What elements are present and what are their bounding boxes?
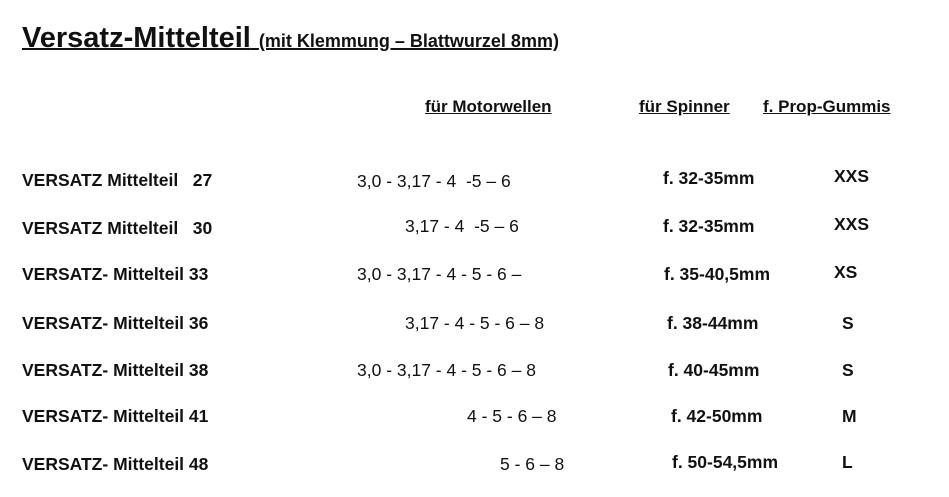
row-size: XXS [834, 166, 870, 186]
row-motor: 4 - 5 - 6 – 8 [467, 406, 557, 426]
page-title: Versatz-Mittelteil (mit Klemmung – Blatt… [22, 22, 559, 55]
row-spinner: f. 42-50mm [671, 406, 763, 426]
row-size: S [842, 360, 854, 380]
table-row: VERSATZ- Mittelteil 41 4 - 5 - 6 – 8 f. … [0, 406, 949, 436]
row-name: VERSATZ- Mittelteil 36 [22, 313, 209, 333]
row-name: VERSATZ- Mittelteil 33 [22, 264, 209, 284]
header-spinner: für Spinner [639, 97, 730, 116]
row-size: XS [834, 262, 858, 282]
row-motor: 3,0 - 3,17 - 4 - 5 - 6 – 8 [357, 360, 536, 380]
row-motor: 3,17 - 4 -5 – 6 [405, 216, 519, 236]
row-name: VERSATZ- Mittelteil 41 [22, 406, 209, 426]
row-spinner: f. 40-45mm [668, 360, 760, 380]
table-row: VERSATZ- Mittelteil 38 3,0 - 3,17 - 4 - … [0, 360, 949, 390]
header-prop: f. Prop-Gummis [763, 97, 891, 116]
row-size: M [842, 406, 857, 426]
table-row: VERSATZ- Mittelteil 33 3,0 - 3,17 - 4 - … [0, 262, 949, 294]
row-name: VERSATZ- Mittelteil 48 [22, 454, 209, 474]
row-motor: 5 - 6 – 8 [500, 454, 565, 474]
table-row: VERSATZ Mittelteil 30 3,17 - 4 -5 – 6 f.… [0, 214, 949, 248]
header-motor: für Motorwellen [425, 97, 552, 116]
row-spinner: f. 35-40,5mm [664, 264, 771, 284]
row-motor: 3,17 - 4 - 5 - 6 – 8 [405, 313, 545, 333]
row-name: VERSATZ Mittelteil 30 [22, 218, 213, 238]
table-row: VERSATZ Mittelteil 27 3,0 - 3,17 - 4 -5 … [0, 166, 949, 200]
row-size: S [842, 313, 854, 333]
table-row: VERSATZ- Mittelteil 36 3,17 - 4 - 5 - 6 … [0, 313, 949, 343]
row-size: L [842, 452, 853, 472]
row-motor: 3,0 - 3,17 - 4 - 5 - 6 – [357, 264, 522, 284]
table-row: VERSATZ- Mittelteil 48 5 - 6 – 8 f. 50-5… [0, 452, 949, 484]
title-text: Versatz-Mittelteil [22, 22, 251, 54]
subtitle: (mit Klemmung – Blattwurzel 8mm) [258, 31, 559, 51]
row-spinner: f. 32-35mm [663, 216, 755, 236]
row-size: XXS [834, 214, 870, 234]
row-motor: 3,0 - 3,17 - 4 -5 – 6 [357, 171, 511, 191]
row-spinner: f. 38-44mm [667, 313, 759, 333]
row-spinner: f. 32-35mm [663, 168, 755, 188]
row-name: VERSATZ Mittelteil 27 [22, 170, 213, 190]
row-spinner: f. 50-54,5mm [672, 452, 779, 472]
row-name: VERSATZ- Mittelteil 38 [22, 360, 209, 380]
